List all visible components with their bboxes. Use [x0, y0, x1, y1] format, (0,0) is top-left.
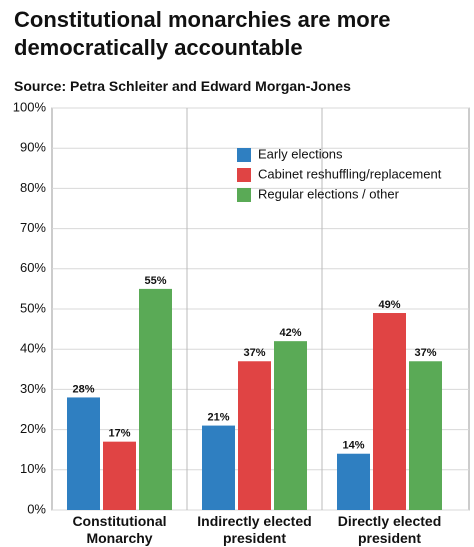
- y-tick-label: 80%: [20, 180, 46, 195]
- bar: [103, 441, 136, 510]
- y-tick-label: 90%: [20, 140, 46, 155]
- legend-label: Early elections: [258, 146, 343, 161]
- chart-subtitle: Source: Petra Schleiter and Edward Morga…: [14, 78, 351, 94]
- data-label: 17%: [108, 428, 130, 440]
- y-tick-label: 10%: [20, 461, 46, 476]
- x-tick-label: Directly elected president: [337, 513, 442, 546]
- data-label: 49%: [378, 299, 400, 311]
- y-tick-label: 20%: [20, 421, 46, 436]
- data-label: 37%: [414, 347, 436, 359]
- bar: [202, 425, 235, 510]
- y-tick-label: 50%: [20, 300, 46, 315]
- legend-label: Cabinet reshuffling/replacement: [258, 166, 442, 181]
- bar: [373, 313, 406, 510]
- legend-swatch: [237, 148, 251, 162]
- y-tick-label: 30%: [20, 381, 46, 396]
- y-tick-label: 60%: [20, 260, 46, 275]
- data-label: 37%: [243, 347, 265, 359]
- x-tick-label: Indirectly elected president: [197, 513, 312, 546]
- y-tick-label: 70%: [20, 220, 46, 235]
- legend-swatch: [237, 188, 251, 202]
- y-tick-label: 100%: [13, 99, 47, 114]
- bar: [139, 288, 172, 510]
- bar: [409, 361, 442, 510]
- legend-swatch: [237, 168, 251, 182]
- bar: [238, 361, 271, 510]
- data-label: 28%: [72, 383, 94, 395]
- data-label: 21%: [207, 411, 229, 423]
- y-tick-label: 0%: [27, 501, 46, 516]
- data-label: 55%: [144, 275, 166, 287]
- legend-label: Regular elections / other: [258, 186, 400, 201]
- chart-title: Constitutional monarchies are more democ…: [14, 7, 391, 60]
- y-tick-label: 40%: [20, 341, 46, 356]
- data-label: 14%: [342, 440, 364, 452]
- bar: [337, 453, 370, 510]
- bar: [274, 341, 307, 510]
- bar: [67, 397, 100, 510]
- data-label: 42%: [279, 327, 301, 339]
- x-tick-label: Constitutional Monarchy: [72, 513, 167, 546]
